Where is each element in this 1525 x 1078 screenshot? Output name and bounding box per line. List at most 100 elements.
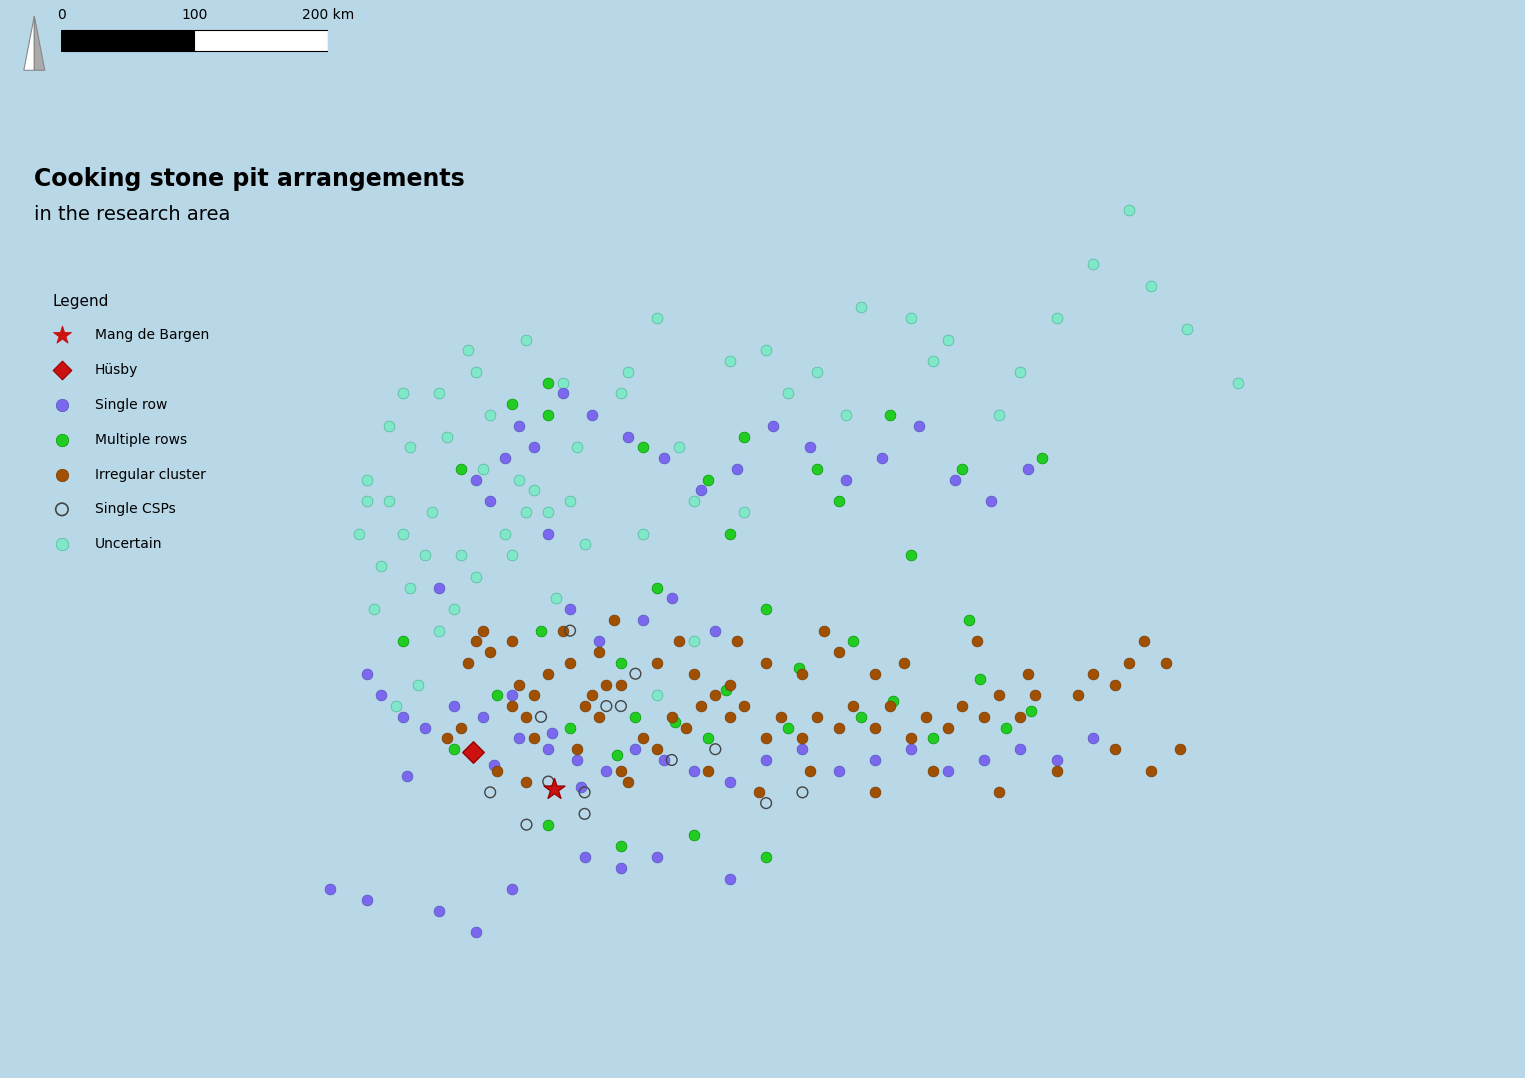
- Point: [1226, 374, 1250, 391]
- Point: [50, 361, 75, 378]
- Point: [354, 665, 378, 682]
- Point: [514, 773, 538, 790]
- Point: [695, 471, 720, 488]
- Point: [413, 719, 438, 736]
- Point: [1016, 665, 1040, 682]
- Point: [537, 665, 561, 682]
- Point: [769, 708, 793, 725]
- Point: [630, 611, 654, 628]
- Point: [572, 805, 596, 823]
- Point: [537, 406, 561, 424]
- Point: [689, 482, 714, 499]
- Point: [827, 644, 851, 661]
- Point: [805, 363, 830, 381]
- Point: [477, 406, 502, 424]
- Point: [595, 676, 619, 693]
- Point: [493, 450, 517, 467]
- Point: [558, 719, 583, 736]
- Point: [395, 768, 419, 785]
- Point: [776, 385, 801, 402]
- Point: [871, 450, 895, 467]
- Text: Mang de Bargen: Mang de Bargen: [95, 329, 209, 342]
- Point: [900, 309, 924, 327]
- Point: [645, 848, 669, 866]
- Point: [971, 708, 996, 725]
- Point: [522, 482, 546, 499]
- Point: [900, 741, 924, 758]
- Point: [718, 773, 743, 790]
- Point: [427, 579, 451, 596]
- Polygon shape: [24, 16, 34, 70]
- Point: [471, 708, 496, 725]
- Text: Irregular cluster: Irregular cluster: [95, 468, 206, 482]
- Point: [753, 730, 778, 747]
- Point: [543, 590, 567, 607]
- Point: [390, 525, 415, 542]
- Point: [537, 816, 561, 833]
- Point: [442, 741, 467, 758]
- Point: [566, 741, 590, 758]
- Point: [354, 493, 378, 510]
- Point: [987, 784, 1011, 801]
- Point: [724, 633, 749, 650]
- Point: [616, 428, 640, 445]
- Point: [608, 838, 633, 855]
- Point: [790, 665, 814, 682]
- Point: [1045, 309, 1069, 327]
- Point: [587, 644, 612, 661]
- Text: Uncertain: Uncertain: [95, 537, 163, 551]
- Point: [753, 751, 778, 769]
- Point: [537, 374, 561, 391]
- Point: [464, 924, 488, 941]
- Point: [624, 741, 648, 758]
- Point: [1176, 320, 1200, 337]
- Point: [506, 417, 531, 434]
- Point: [848, 299, 872, 316]
- Point: [485, 762, 509, 779]
- Point: [587, 708, 612, 725]
- Point: [718, 525, 743, 542]
- Point: [558, 493, 583, 510]
- Point: [761, 417, 785, 434]
- Point: [514, 816, 538, 833]
- Point: [456, 342, 480, 359]
- Text: Single row: Single row: [95, 398, 168, 412]
- Point: [863, 719, 888, 736]
- Point: [1116, 654, 1141, 672]
- Text: Single CSPs: Single CSPs: [95, 502, 175, 516]
- Point: [659, 708, 683, 725]
- Point: [456, 654, 480, 672]
- Point: [935, 331, 959, 348]
- Point: [477, 784, 502, 801]
- Point: [377, 493, 401, 510]
- Point: [529, 708, 554, 725]
- Point: [464, 568, 488, 585]
- Point: [645, 687, 669, 704]
- Point: [572, 697, 596, 715]
- Point: [787, 660, 811, 677]
- Point: [682, 665, 706, 682]
- Point: [551, 385, 575, 402]
- Point: [50, 397, 75, 414]
- Point: [442, 600, 467, 618]
- Point: [1023, 687, 1048, 704]
- Point: [979, 493, 1003, 510]
- Point: [608, 762, 633, 779]
- Point: [718, 870, 743, 887]
- Point: [682, 827, 706, 844]
- Point: [645, 741, 669, 758]
- Point: [369, 687, 393, 704]
- Point: [935, 762, 959, 779]
- Point: [471, 622, 496, 639]
- Point: [448, 719, 473, 736]
- Point: [572, 784, 596, 801]
- Point: [566, 439, 590, 456]
- Point: [666, 439, 691, 456]
- Point: [500, 547, 525, 564]
- Point: [987, 406, 1011, 424]
- Point: [464, 633, 488, 650]
- Point: [645, 654, 669, 672]
- Point: [485, 687, 509, 704]
- Point: [630, 439, 654, 456]
- Point: [572, 848, 596, 866]
